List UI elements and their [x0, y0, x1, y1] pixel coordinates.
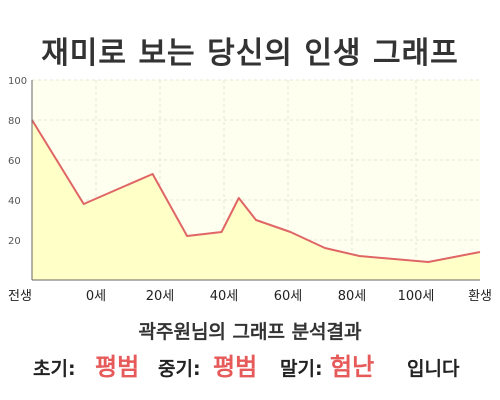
late-label: 말기:	[280, 358, 323, 380]
mid-label: 중기:	[158, 358, 201, 380]
x-tick-label: 환생	[468, 289, 492, 304]
x-axis-ticks: 전생 0세 20세 40세 60세 80세 100세 환생	[8, 289, 492, 304]
y-tick-label: 100	[8, 76, 27, 87]
x-tick-label: 20세	[146, 289, 175, 304]
analysis-summary: 곽주원님의 그래프 분석결과	[138, 321, 362, 343]
x-tick-label: 전생	[8, 289, 32, 304]
early-value: 평범	[95, 353, 140, 381]
analysis-result: 초기: 평범 중기: 평범 말기: 험난 입니다	[0, 344, 500, 384]
x-tick-label: 100세	[398, 289, 435, 304]
x-tick-label: 60세	[274, 289, 303, 304]
y-tick-label: 60	[8, 156, 21, 167]
series-line	[31, 119, 481, 263]
area-fill	[32, 120, 480, 280]
axes	[31, 80, 480, 281]
mid-value: 평범	[213, 353, 258, 381]
life-graph-chart: 20 40 60 80 100 전생 0세 20세 40세 60세 80세 100세 환생	[8, 76, 492, 304]
y-tick-label: 40	[8, 196, 21, 207]
chart-title: 재미로 보는 당신의 인생 그래프	[41, 36, 459, 71]
y-tick-label: 80	[8, 116, 21, 127]
y-tick-label: 20	[8, 236, 21, 247]
y-axis-ticks: 20 40 60 80 100	[8, 76, 27, 247]
late-value: 험난	[330, 353, 375, 381]
result-suffix: 입니다	[407, 358, 460, 380]
x-tick-label: 0세	[86, 289, 106, 304]
x-tick-label: 40세	[210, 289, 239, 304]
early-label: 초기:	[33, 358, 76, 380]
x-tick-label: 80세	[338, 289, 367, 304]
